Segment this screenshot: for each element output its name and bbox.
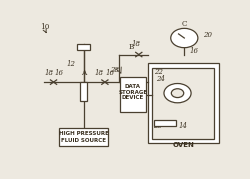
- Circle shape: [164, 83, 191, 103]
- Text: 16: 16: [189, 47, 198, 55]
- Circle shape: [171, 89, 184, 98]
- Text: 26: 26: [153, 122, 162, 130]
- Text: HIGH PRESSURE: HIGH PRESSURE: [58, 131, 108, 136]
- Text: 14: 14: [178, 122, 188, 130]
- Bar: [152, 68, 214, 139]
- Bar: [80, 82, 87, 101]
- Text: A: A: [81, 69, 86, 77]
- Circle shape: [171, 28, 198, 48]
- Bar: [154, 120, 176, 125]
- Text: DEVICE: DEVICE: [122, 95, 144, 100]
- Text: STORAGE: STORAGE: [118, 90, 148, 95]
- Text: 28: 28: [110, 66, 120, 74]
- Bar: [148, 63, 219, 143]
- Text: DATA: DATA: [125, 84, 141, 90]
- Text: 18: 18: [132, 40, 141, 48]
- Bar: [77, 43, 90, 50]
- Bar: [120, 77, 146, 112]
- Text: 22: 22: [154, 68, 163, 76]
- Text: 18: 18: [94, 69, 104, 77]
- Text: OVEN: OVEN: [172, 142, 194, 148]
- Text: 24: 24: [156, 75, 165, 83]
- Text: 20: 20: [203, 31, 212, 39]
- Text: C: C: [182, 20, 187, 28]
- Text: 12: 12: [66, 60, 76, 68]
- Text: 16: 16: [55, 69, 64, 77]
- Text: B: B: [128, 43, 134, 51]
- Bar: [59, 128, 108, 146]
- Text: 10: 10: [40, 23, 49, 31]
- Text: 18: 18: [44, 69, 53, 77]
- Text: 16: 16: [105, 69, 114, 77]
- Text: FLUID SOURCE: FLUID SOURCE: [61, 138, 106, 143]
